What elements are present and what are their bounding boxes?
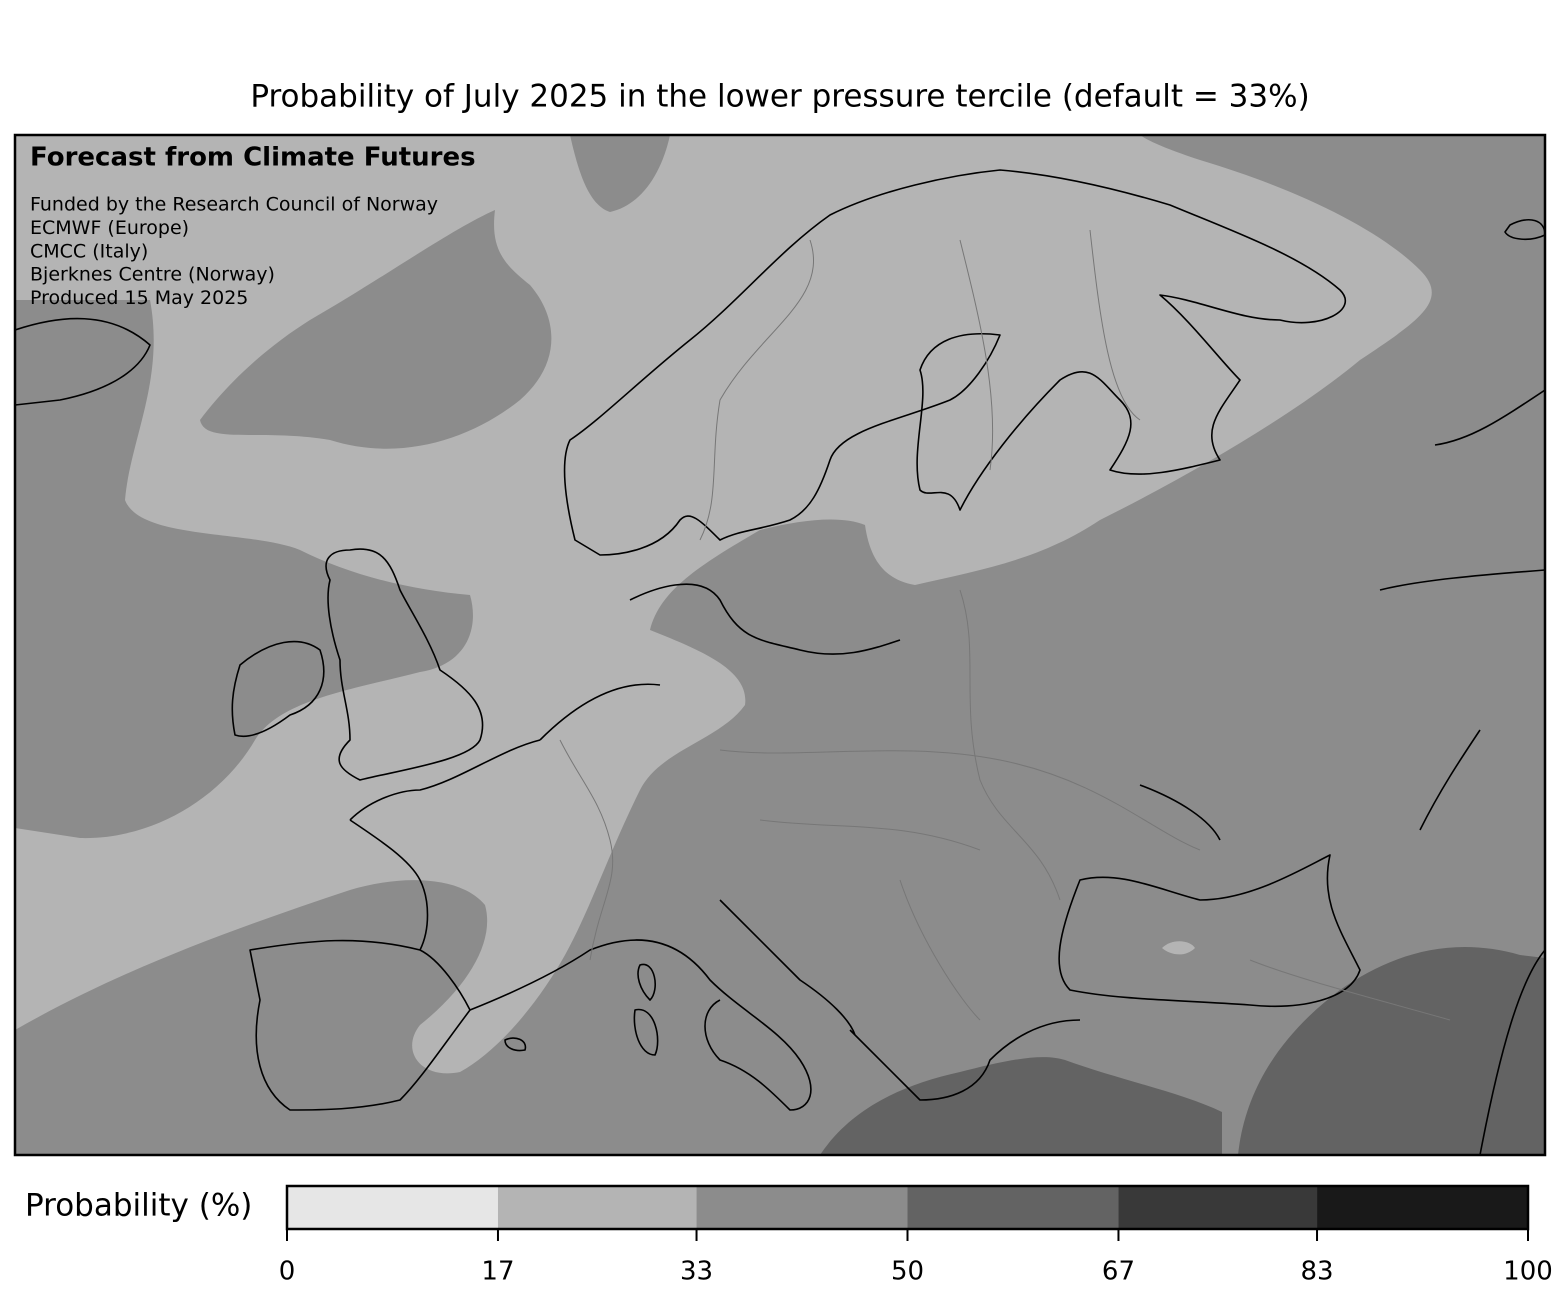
coastline	[719, 899, 1081, 1101]
coastline	[1058, 854, 1361, 1008]
annotation-heading: Forecast from Climate Futures	[30, 143, 476, 173]
map	[15, 135, 1545, 1155]
probability-region	[570, 135, 670, 212]
colorbar-segment	[907, 1186, 1119, 1229]
coastline	[1379, 389, 1545, 591]
probability-region	[195, 992, 228, 1006]
colorbar-tick-label: 17	[481, 1257, 514, 1287]
probability-region	[820, 1057, 1222, 1155]
colorbar-tick-label: 33	[680, 1257, 713, 1287]
coastline	[539, 583, 901, 741]
coastline	[231, 640, 325, 737]
coastline	[325, 548, 484, 781]
probability-region	[1162, 941, 1195, 955]
annotation-lines: Funded by the Research Council of Norway…	[30, 194, 438, 310]
coastline	[563, 169, 1347, 556]
colorbar-label: Probability (%)	[25, 1188, 252, 1224]
colorbar-tick-label: 67	[1102, 1257, 1135, 1287]
colorbar-tick-label: 83	[1300, 1257, 1333, 1287]
colorbar-segment	[287, 1186, 498, 1229]
probability-region	[200, 210, 552, 449]
map-title: Probability of July 2025 in the lower pr…	[250, 79, 1309, 115]
annotation-line: Funded by the Research Council of Norway	[30, 194, 438, 216]
colorbar-tick-label: 0	[279, 1257, 296, 1287]
annotation-line: ECMWF (Europe)	[30, 217, 189, 239]
probability-region	[1238, 947, 1545, 1155]
coastline	[349, 739, 541, 951]
coastline	[15, 317, 151, 406]
colorbar: 0 17 33 50 67 83 100	[279, 1184, 1553, 1287]
coastline	[469, 939, 812, 1111]
colorbar-segment	[497, 1186, 697, 1229]
colorbar-segment	[1118, 1186, 1318, 1229]
colorbar-segment	[1317, 1186, 1528, 1229]
colorbar-segment	[696, 1186, 908, 1229]
coastline	[1139, 729, 1545, 1155]
map-frame	[13, 133, 1547, 1157]
coastline	[249, 939, 471, 1111]
probability-region	[15, 300, 473, 839]
border	[559, 229, 1451, 1021]
annotation-line: CMCC (Italy)	[30, 240, 148, 262]
colorbar-tick-label: 50	[891, 1257, 924, 1287]
annotation-line: Produced 15 May 2025	[30, 287, 248, 309]
colorbar-tick-label: 100	[1503, 1257, 1553, 1287]
annotation-line: Bjerknes Centre (Norway)	[30, 264, 275, 286]
